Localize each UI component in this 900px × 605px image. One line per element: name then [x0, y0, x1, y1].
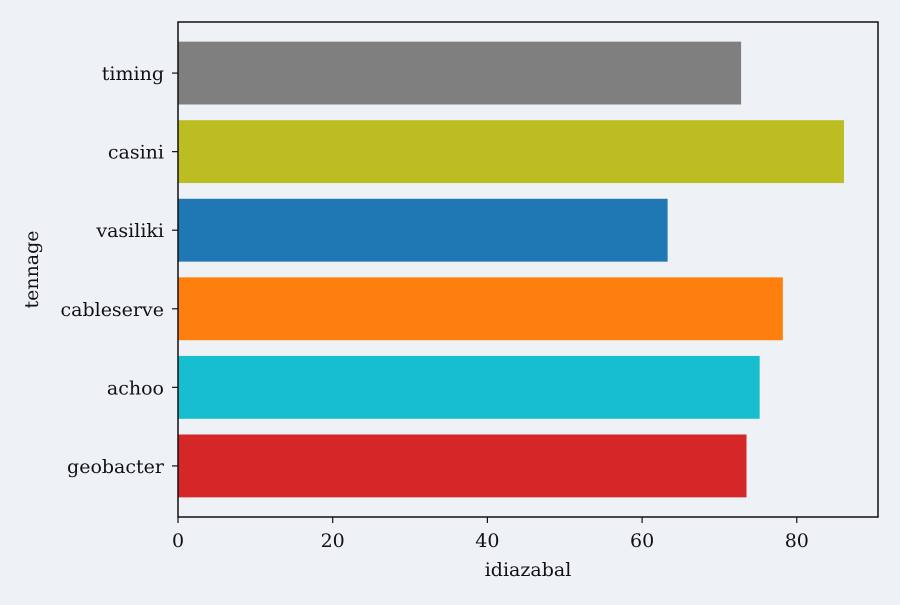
bar-cableserve: [178, 277, 783, 341]
y-tick-label: casini: [108, 142, 164, 164]
y-tick-label: cableserve: [60, 299, 164, 321]
y-tick-label: timing: [102, 63, 164, 85]
x-tick-label: 0: [172, 530, 184, 552]
y-axis-label: tennage: [21, 230, 43, 308]
y-tick-label: achoo: [107, 377, 164, 399]
x-tick-label: 40: [475, 530, 499, 552]
bar-geobacter: [178, 434, 747, 498]
bar-casini: [178, 120, 844, 184]
bar-achoo: [178, 355, 760, 419]
bars-layer: [178, 41, 844, 498]
x-tick-label: 60: [630, 530, 654, 552]
ticks-layer: geobacter achoo cableserve vasiliki casini ti…: [60, 63, 808, 552]
y-tick-label: vasiliki: [95, 220, 164, 242]
plot-frame: [177, 21, 879, 518]
y-tick-label: geobacter: [67, 456, 165, 478]
bar-vasiliki: [178, 198, 668, 262]
bar-timing: [178, 41, 742, 105]
x-tick-label: 80: [785, 530, 809, 552]
x-axis-label: idiazabal: [485, 559, 572, 581]
x-tick-label: 20: [321, 530, 345, 552]
